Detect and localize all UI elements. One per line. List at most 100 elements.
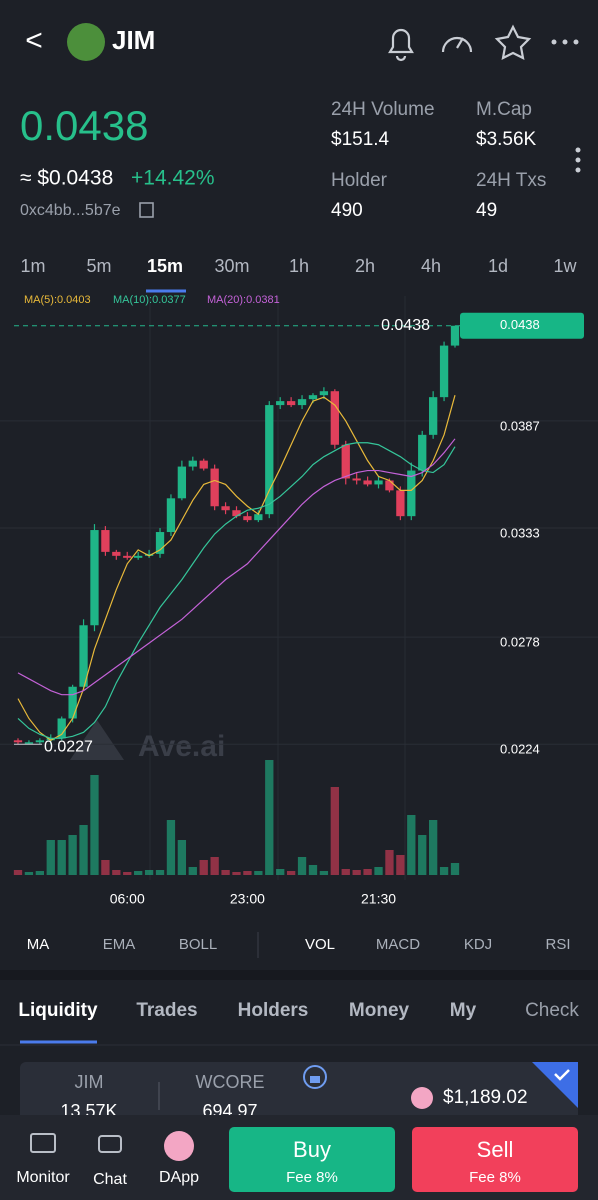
sell-label[interactable]: Sell <box>477 1137 514 1162</box>
timeframe[interactable]: 2h <box>355 256 375 276</box>
tab[interactable]: Holders <box>238 1000 309 1021</box>
price: 0.0438 <box>20 102 148 149</box>
tab[interactable]: My <box>450 1000 477 1021</box>
volume-bar <box>418 835 427 875</box>
more-icon[interactable] <box>551 39 579 45</box>
indicator[interactable]: MA <box>27 936 50 953</box>
timeframe[interactable]: 4h <box>421 256 441 276</box>
volume-bar <box>330 787 339 875</box>
candle-body <box>308 395 318 400</box>
timeframe[interactable]: 15m <box>147 256 183 276</box>
volume-bar <box>308 865 318 875</box>
candle-body <box>155 532 165 554</box>
volume-bar <box>79 825 88 875</box>
nav-dapp[interactable]: DApp <box>159 1169 199 1186</box>
indicator[interactable]: BOLL <box>179 936 217 953</box>
sell-fee[interactable]: Fee 8% <box>469 1169 521 1186</box>
indicator[interactable]: MACD <box>376 936 420 953</box>
candle-body <box>352 478 361 481</box>
volume-bar <box>385 850 394 875</box>
tab[interactable]: Liquidity <box>18 1000 98 1021</box>
token-b: WCORE <box>196 1072 265 1092</box>
timeframe[interactable]: 1h <box>289 256 309 276</box>
sell-button[interactable] <box>412 1127 578 1192</box>
candle-body <box>254 514 263 521</box>
last-price-label: 0.0438 <box>500 317 540 332</box>
volume-bar <box>13 870 23 875</box>
volume-bar <box>24 872 34 875</box>
liquidity-card <box>20 1062 578 1132</box>
monitor-icon[interactable] <box>30 1133 56 1153</box>
volume-bar <box>439 867 449 875</box>
volume-bar <box>166 820 176 875</box>
volume-bar <box>57 840 66 875</box>
buy-button[interactable] <box>229 1127 395 1192</box>
volume-bar <box>341 869 350 875</box>
nav-monitor[interactable]: Monitor <box>16 1169 70 1186</box>
watermark-logo <box>70 720 124 760</box>
volume-bar <box>134 871 143 875</box>
timeframe[interactable]: 1m <box>20 256 45 276</box>
address: 0xc4bb...5b7e <box>20 202 121 219</box>
y-tick-label: 0.0278 <box>500 635 540 650</box>
lock-icon-body <box>310 1076 320 1083</box>
token-name: JIM <box>112 25 155 55</box>
copy-icon[interactable] <box>139 202 154 218</box>
legend-entry: MA(10):0.0377 <box>113 294 186 306</box>
header-icons[interactable] <box>388 24 532 62</box>
stats-more[interactable] <box>575 147 581 173</box>
timeframe[interactable]: 30m <box>214 256 249 276</box>
candle-body <box>385 480 394 491</box>
dapp-icon[interactable] <box>164 1131 194 1161</box>
nav-chat[interactable]: Chat <box>93 1171 127 1188</box>
indicator[interactable]: VOL <box>305 936 335 953</box>
candle-body <box>144 553 154 556</box>
divider <box>0 970 598 980</box>
stat-value: $3.56K <box>476 129 537 150</box>
timeframe[interactable]: 5m <box>86 256 111 276</box>
x-tick-label: 06:00 <box>110 891 145 907</box>
tab[interactable]: Trades <box>136 1000 197 1021</box>
candle-body <box>166 498 176 533</box>
stat-label: 24H Volume <box>331 99 435 120</box>
candle-body <box>450 325 460 346</box>
buy-label[interactable]: Buy <box>293 1137 331 1162</box>
candle-body <box>35 740 45 743</box>
volume-bar <box>144 870 154 875</box>
volume-bar <box>90 775 99 875</box>
chat-icon[interactable] <box>98 1135 122 1153</box>
token-a: JIM <box>75 1072 104 1092</box>
indicator[interactable]: RSI <box>545 936 570 953</box>
tab[interactable]: Check <box>525 1000 579 1021</box>
candle-body <box>79 625 88 687</box>
volume-bar <box>428 820 438 875</box>
candle-body <box>57 718 66 739</box>
volume-bar <box>123 872 132 875</box>
pool-value: $1,189.02 <box>443 1087 528 1108</box>
timeframe[interactable]: 1d <box>488 256 508 276</box>
candle-body <box>265 405 274 515</box>
volume-bar <box>232 872 241 875</box>
stat-value: $151.4 <box>331 129 390 150</box>
timeframe[interactable]: 1w <box>553 256 577 276</box>
buy-fee[interactable]: Fee 8% <box>286 1169 338 1186</box>
candle-body <box>188 460 197 467</box>
volume-bar <box>319 871 329 875</box>
ma-line <box>17 438 456 696</box>
ma-line <box>17 395 456 742</box>
lock-icon[interactable] <box>303 1065 327 1089</box>
volume-bar <box>396 855 405 875</box>
candle-body <box>177 466 187 499</box>
x-tick-label: 21:30 <box>361 891 396 907</box>
tab[interactable]: Money <box>349 1000 410 1021</box>
pool-avatar <box>411 1087 433 1109</box>
candle-body <box>13 740 23 743</box>
y-tick-label: 0.0387 <box>500 418 540 433</box>
stat-label: M.Cap <box>476 99 532 120</box>
candle-body <box>68 686 77 719</box>
indicator[interactable]: EMA <box>103 936 136 953</box>
back-button[interactable]: < <box>25 24 43 57</box>
stat-label: 24H Txs <box>476 170 546 191</box>
candle-body <box>90 530 99 626</box>
indicator[interactable]: KDJ <box>464 936 492 953</box>
